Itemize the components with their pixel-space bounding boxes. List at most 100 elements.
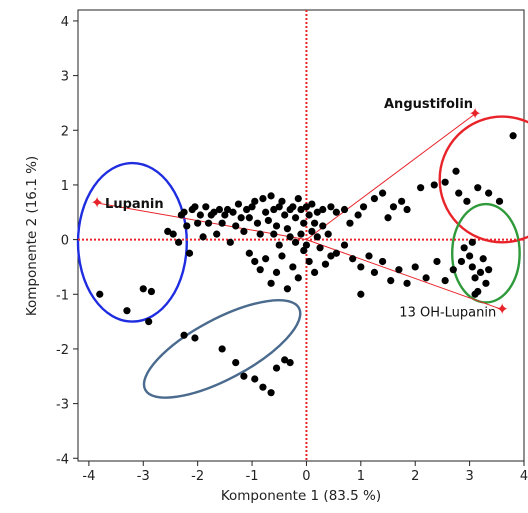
y-tick-label: 3 bbox=[61, 70, 69, 85]
score-point bbox=[202, 203, 210, 211]
score-point bbox=[327, 252, 335, 260]
loading-vectors: ✦ Lupanin✦Angustifolin✦13 OH-Lupanin bbox=[90, 97, 509, 321]
y-tick-label: -1 bbox=[56, 288, 69, 303]
score-point bbox=[286, 359, 294, 367]
score-point bbox=[291, 214, 300, 222]
score-point bbox=[177, 211, 185, 219]
score-point bbox=[378, 189, 387, 197]
y-tick-label: 4 bbox=[61, 15, 69, 30]
score-point bbox=[270, 230, 278, 238]
score-point bbox=[332, 208, 340, 216]
score-point bbox=[310, 219, 319, 227]
x-axis-title: Komponente 1 (83.5 %) bbox=[221, 488, 381, 504]
score-point bbox=[185, 249, 194, 257]
score-point bbox=[422, 274, 430, 282]
score-point bbox=[305, 257, 313, 266]
score-point bbox=[272, 364, 281, 372]
score-points bbox=[96, 132, 517, 397]
score-point bbox=[226, 238, 234, 246]
score-point bbox=[240, 227, 248, 235]
score-point bbox=[286, 233, 294, 241]
score-point bbox=[324, 230, 332, 238]
score-point bbox=[319, 205, 327, 214]
score-point bbox=[275, 241, 283, 249]
score-point bbox=[251, 197, 259, 205]
score-point bbox=[196, 211, 204, 219]
score-point bbox=[349, 255, 357, 263]
y-axis-ticks: -4 -3 -2 -1 0 1 2 3 4 bbox=[56, 15, 78, 467]
score-point bbox=[294, 195, 302, 203]
score-point bbox=[387, 277, 395, 285]
score-point bbox=[433, 257, 441, 266]
score-point bbox=[365, 252, 373, 260]
score-point bbox=[199, 233, 207, 241]
score-point bbox=[384, 214, 392, 222]
score-point bbox=[259, 383, 267, 391]
score-point bbox=[485, 266, 493, 274]
score-point bbox=[191, 334, 199, 342]
x-tick-label: -3 bbox=[137, 469, 150, 484]
score-point bbox=[300, 246, 308, 255]
score-point bbox=[378, 257, 387, 266]
score-point bbox=[403, 205, 411, 214]
score-point bbox=[359, 203, 368, 211]
x-tick-label: 4 bbox=[520, 469, 528, 484]
score-point bbox=[215, 205, 224, 214]
score-point bbox=[194, 219, 202, 227]
score-point bbox=[240, 372, 248, 380]
score-point bbox=[221, 211, 229, 219]
score-point bbox=[474, 184, 482, 192]
score-point bbox=[321, 260, 330, 268]
score-point bbox=[471, 290, 479, 298]
x-tick-label: 3 bbox=[465, 469, 473, 484]
y-tick-label: -2 bbox=[56, 343, 69, 358]
x-tick-label: 0 bbox=[302, 469, 310, 484]
score-point bbox=[262, 255, 270, 263]
score-point bbox=[297, 205, 305, 214]
score-point bbox=[139, 285, 147, 293]
score-point bbox=[145, 318, 153, 326]
x-tick-label: -1 bbox=[246, 469, 259, 484]
score-point bbox=[232, 222, 240, 230]
score-point bbox=[370, 268, 379, 276]
score-point bbox=[357, 263, 365, 271]
score-point bbox=[308, 200, 316, 208]
score-point bbox=[346, 219, 354, 227]
blue-cluster-ellipse bbox=[76, 161, 188, 323]
score-point bbox=[248, 203, 256, 211]
score-point bbox=[283, 285, 292, 293]
score-point bbox=[259, 195, 267, 203]
loading-label: Lupanin bbox=[105, 197, 164, 212]
score-point bbox=[289, 203, 297, 211]
score-point bbox=[275, 203, 283, 211]
score-point bbox=[164, 227, 172, 235]
score-point bbox=[234, 200, 243, 208]
score-point bbox=[468, 263, 476, 271]
score-point bbox=[237, 214, 245, 222]
score-point bbox=[213, 230, 221, 238]
y-tick-label: 1 bbox=[61, 179, 69, 194]
score-point bbox=[251, 257, 259, 266]
slate-cluster-ellipse bbox=[142, 299, 302, 399]
score-point bbox=[96, 290, 104, 298]
score-point bbox=[417, 184, 425, 192]
score-point bbox=[332, 249, 340, 257]
x-tick-label: -4 bbox=[82, 469, 95, 484]
loading-vector-line bbox=[306, 113, 476, 241]
score-point bbox=[210, 208, 218, 216]
x-tick-label: 2 bbox=[411, 469, 419, 484]
score-point bbox=[204, 219, 213, 227]
score-point bbox=[449, 266, 457, 274]
score-point bbox=[300, 219, 308, 227]
score-point bbox=[294, 274, 302, 282]
loading-label: 13 OH-Lupanin bbox=[399, 306, 496, 321]
score-point bbox=[308, 227, 316, 235]
score-point bbox=[272, 268, 281, 276]
score-point bbox=[455, 189, 463, 197]
cluster-ellipses bbox=[76, 115, 528, 399]
score-point bbox=[389, 203, 398, 211]
score-point bbox=[430, 181, 438, 189]
score-point bbox=[466, 252, 474, 260]
loading-marker: ✦ bbox=[496, 300, 509, 319]
